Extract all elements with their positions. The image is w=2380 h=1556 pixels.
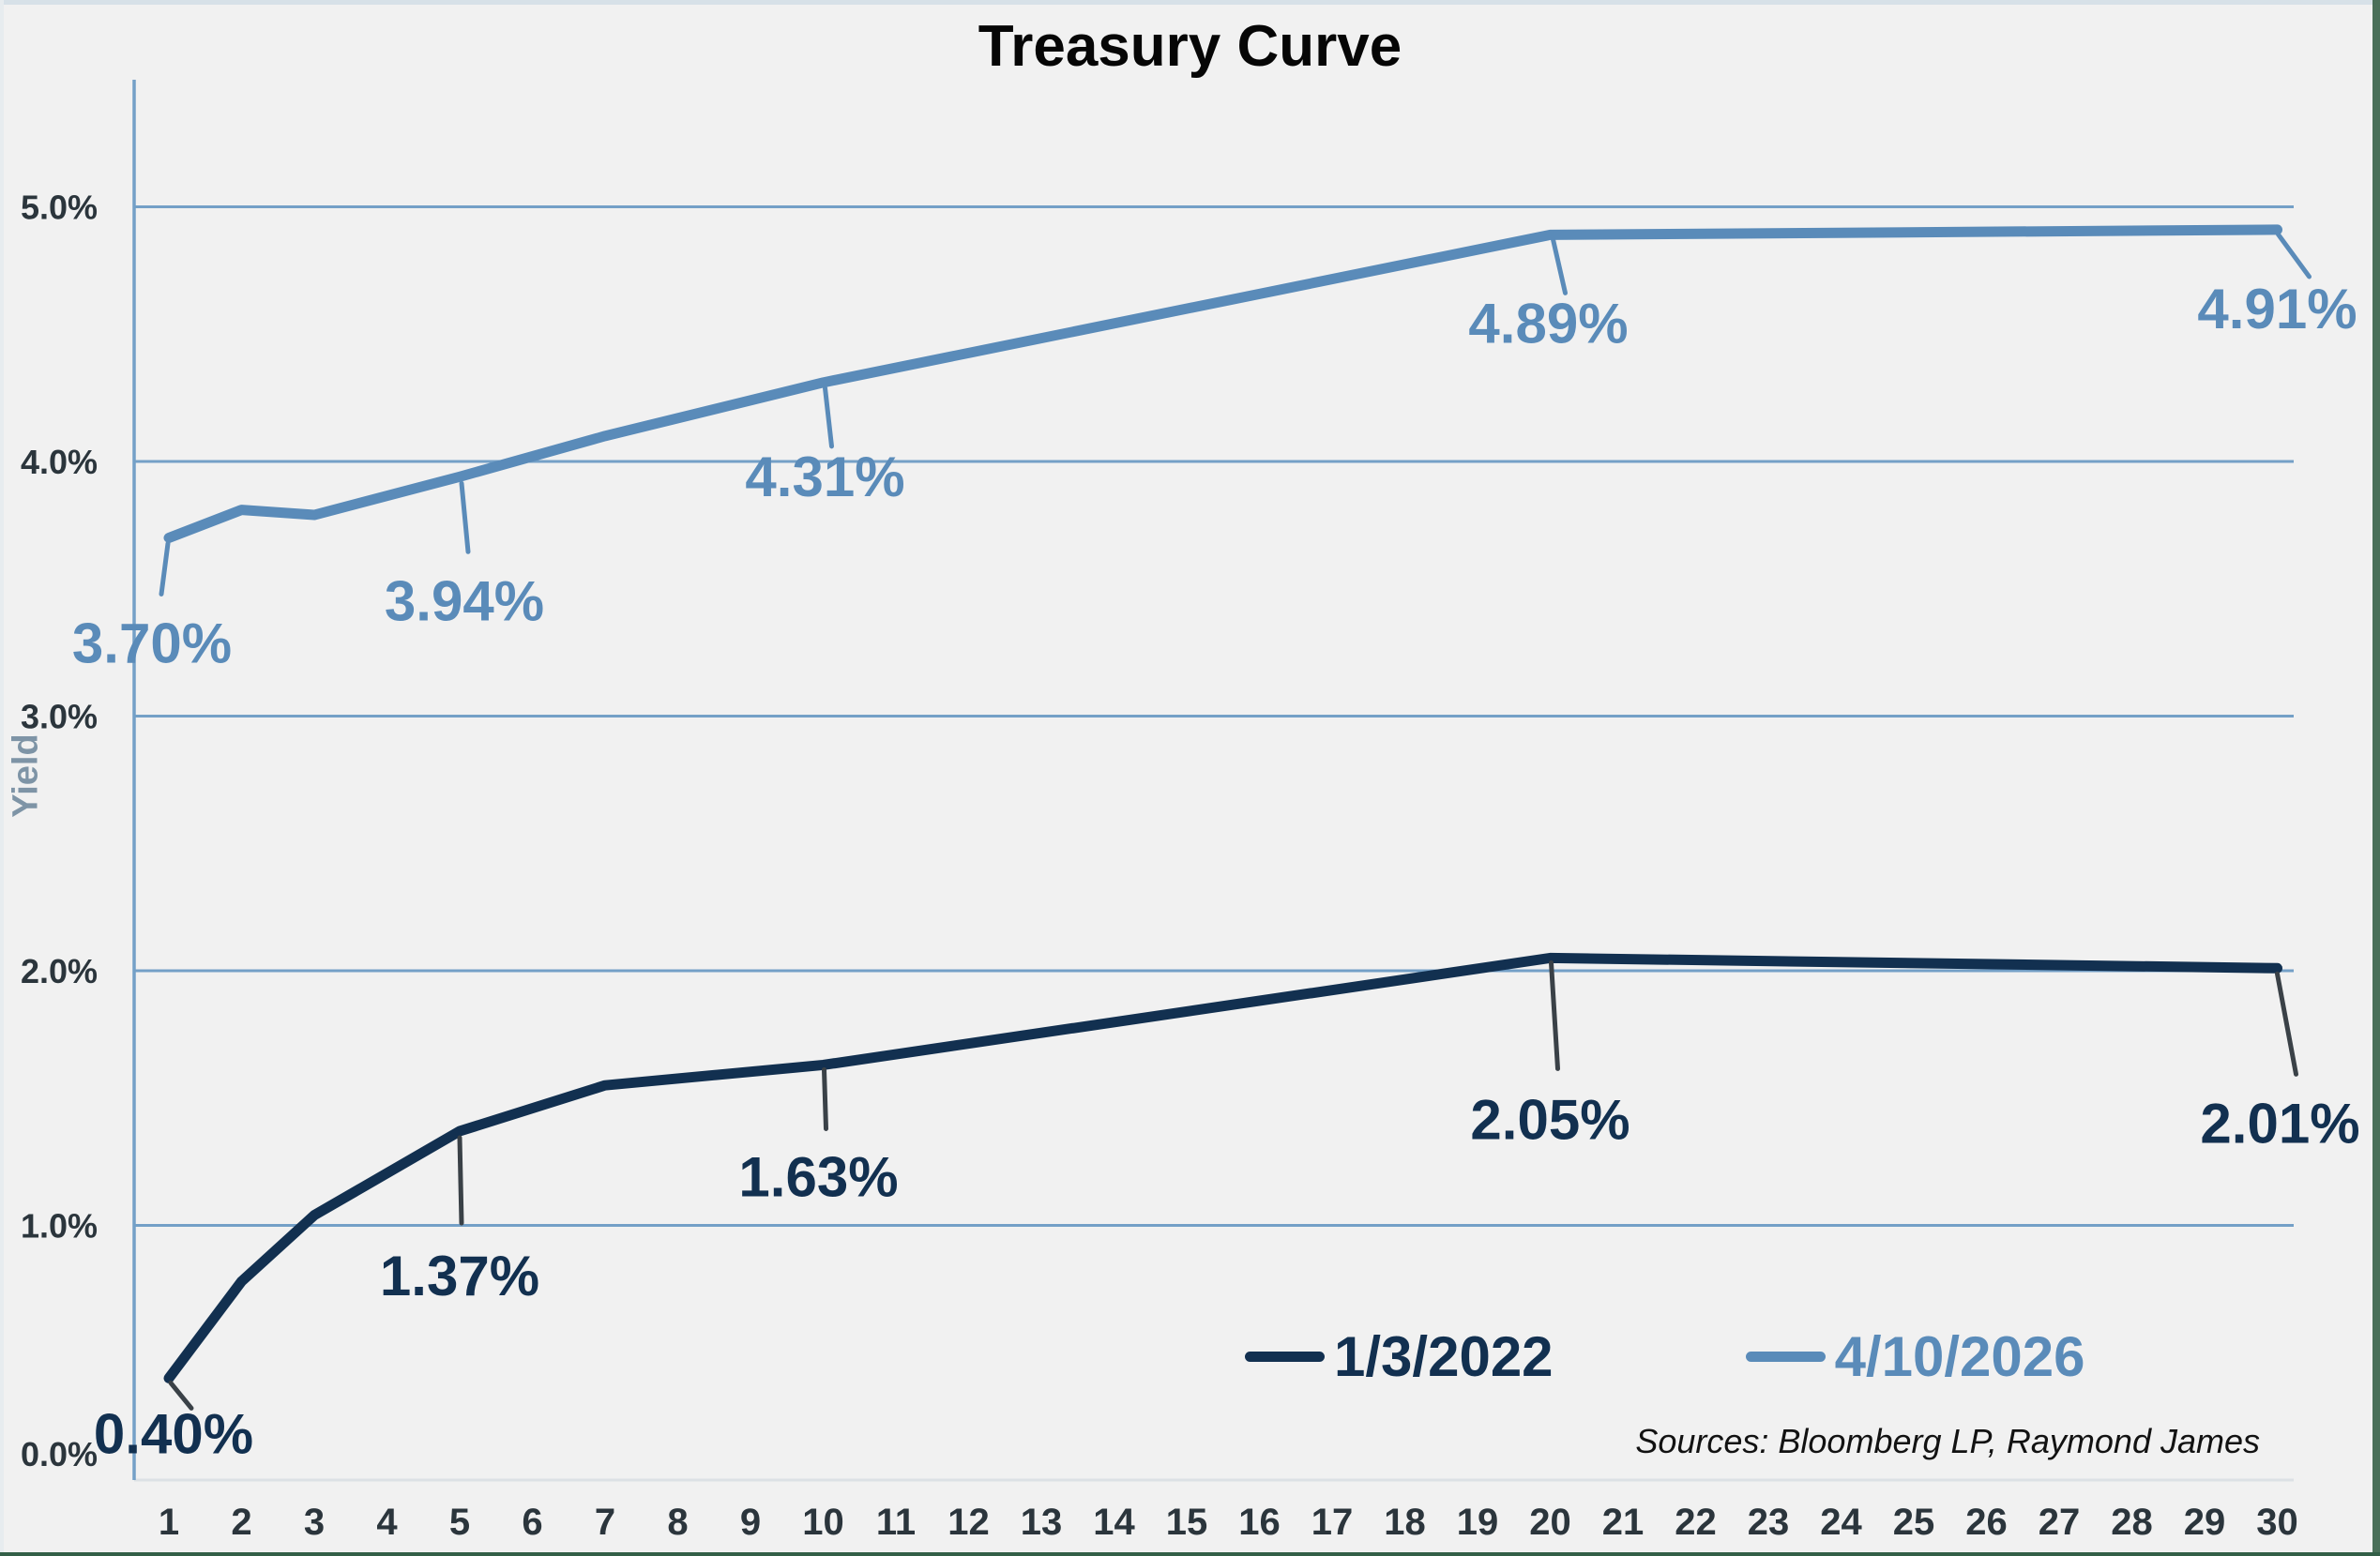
x-tick-label-10: 10: [802, 1502, 844, 1543]
data-label-4.89%: 4.89%: [1468, 292, 1628, 355]
leader-line-1.63%: [822, 1066, 828, 1131]
x-tick-label-28: 28: [2111, 1502, 2153, 1543]
series-line-4-10-2026: [163, 224, 2282, 543]
legend-dash-icon: [1245, 1352, 1325, 1362]
x-tick-label-29: 29: [2184, 1502, 2226, 1543]
x-tick-label-30: 30: [2256, 1502, 2298, 1543]
x-tick-label-16: 16: [1238, 1502, 1281, 1543]
legend-item-4-10-2026: 4/10/2026: [1745, 1324, 2085, 1389]
y-tick-label-1.0%: 1.0%: [21, 1207, 98, 1246]
data-label-1.37%: 1.37%: [380, 1245, 539, 1307]
data-label-0.40%: 0.40%: [94, 1402, 253, 1465]
leader-line-2.01%: [2275, 971, 2298, 1077]
legend: 1/3/2022 4/10/2026: [1245, 1324, 2085, 1389]
x-tick-label-21: 21: [1602, 1502, 1645, 1543]
legend-label: 4/10/2026: [1834, 1325, 2085, 1388]
x-tick-label-9: 9: [740, 1502, 761, 1543]
leader-line-3.70%: [159, 540, 171, 597]
leader-line-4.31%: [823, 385, 834, 449]
chart-title: Treasury Curve: [978, 14, 1402, 79]
y-tick-label-3.0%: 3.0%: [21, 698, 98, 736]
legend-item-1-3-2022: 1/3/2022: [1245, 1324, 1554, 1389]
data-label-4.91%: 4.91%: [2197, 278, 2357, 340]
series-line-1-3-2022: [163, 952, 2282, 1383]
x-tick-label-25: 25: [1893, 1502, 1935, 1543]
top-edge-strip: [0, 0, 2380, 5]
leader-line-0.40%: [168, 1380, 194, 1411]
legend-dash-icon: [1745, 1352, 1826, 1362]
data-label-2.01%: 2.01%: [2200, 1092, 2359, 1155]
data-label-3.94%: 3.94%: [385, 569, 544, 632]
right-edge-border: [2372, 0, 2380, 1556]
bottom-edge-border: [0, 1552, 2380, 1556]
x-tick-label-17: 17: [1311, 1502, 1354, 1543]
x-tick-label-8: 8: [667, 1502, 688, 1543]
x-tick-label-11: 11: [876, 1502, 916, 1543]
leader-line-3.94%: [459, 480, 471, 554]
data-label-3.70%: 3.70%: [72, 612, 232, 674]
x-tick-label-1: 1: [159, 1502, 179, 1543]
source-note: Sources: Bloomberg LP, Raymond James: [1635, 1422, 2260, 1460]
left-edge-strip: [0, 0, 4, 1556]
x-tick-label-14: 14: [1093, 1502, 1135, 1543]
x-tick-label-13: 13: [1021, 1502, 1063, 1543]
x-tick-label-4: 4: [376, 1502, 398, 1543]
x-tick-label-5: 5: [449, 1502, 470, 1543]
data-label-1.63%: 1.63%: [738, 1145, 898, 1208]
x-tick-label-12: 12: [947, 1502, 990, 1543]
x-tick-label-6: 6: [522, 1502, 542, 1543]
x-tick-label-27: 27: [2039, 1502, 2081, 1543]
x-tick-label-22: 22: [1675, 1502, 1717, 1543]
x-tick-label-15: 15: [1166, 1502, 1208, 1543]
y-tick-label-4.0%: 4.0%: [21, 443, 98, 481]
leader-line-2.05%: [1549, 959, 1560, 1071]
x-tick-label-26: 26: [1965, 1502, 2008, 1543]
leader-line-1.37%: [457, 1135, 464, 1226]
data-label-2.05%: 2.05%: [1470, 1088, 1630, 1151]
x-tick-label-7: 7: [595, 1502, 615, 1543]
data-label-4.31%: 4.31%: [745, 446, 904, 508]
x-tick-label-19: 19: [1457, 1502, 1499, 1543]
leader-line-4.89%: [1551, 236, 1568, 295]
y-tick-label-5.0%: 5.0%: [21, 189, 98, 227]
x-tick-label-3: 3: [304, 1502, 325, 1543]
x-tick-label-23: 23: [1748, 1502, 1790, 1543]
x-tick-label-20: 20: [1529, 1502, 1571, 1543]
y-tick-label-0.0%: 0.0%: [21, 1435, 98, 1473]
x-tick-label-18: 18: [1384, 1502, 1426, 1543]
legend-label: 1/3/2022: [1334, 1325, 1554, 1388]
y-tick-label-2.0%: 2.0%: [21, 952, 98, 990]
x-tick-label-2: 2: [231, 1502, 251, 1543]
leader-line-4.91%: [2276, 232, 2312, 279]
x-tick-label-24: 24: [1820, 1502, 1862, 1543]
